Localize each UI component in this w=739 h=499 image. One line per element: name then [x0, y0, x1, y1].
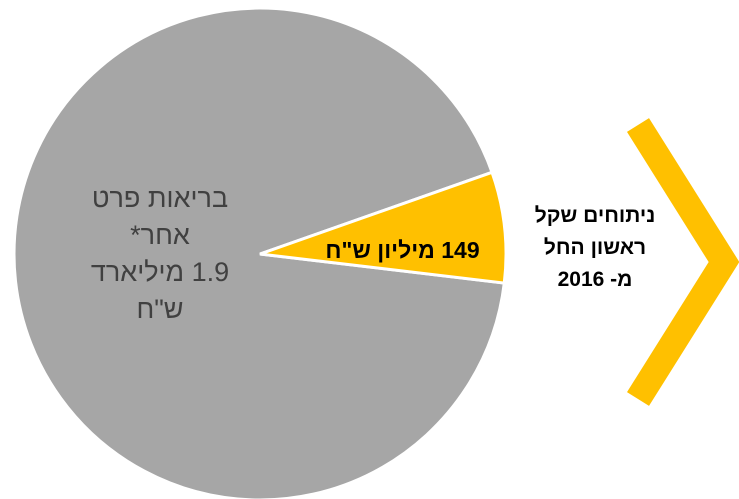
- slice-label-line: בריאות פרט: [91, 183, 229, 213]
- callout-line: ראשון החל: [543, 236, 647, 259]
- callout-text: ניתוחים שקל ראשון החל מ- 2016: [515, 200, 675, 296]
- pie-slices: [12, 6, 508, 499]
- callout-line: מ- 2016: [557, 268, 633, 291]
- slice-label-line: אחר*: [130, 220, 190, 250]
- slice-label-private-health: בריאות פרט אחר* 1.9 מיליארד ש"ח: [60, 180, 260, 328]
- slice-label-surgeries: 149 מיליון ש"ח: [325, 237, 480, 263]
- chevron-arrow-icon: [626, 118, 739, 406]
- callout-line: ניתוחים שקל: [534, 204, 656, 227]
- slice-label-line: ש"ח: [136, 294, 184, 324]
- pie-slice-surgeries: [259, 170, 508, 285]
- slice-label-line: 1.9 מיליארד: [90, 257, 230, 287]
- pie-slice-private-health: [12, 6, 506, 499]
